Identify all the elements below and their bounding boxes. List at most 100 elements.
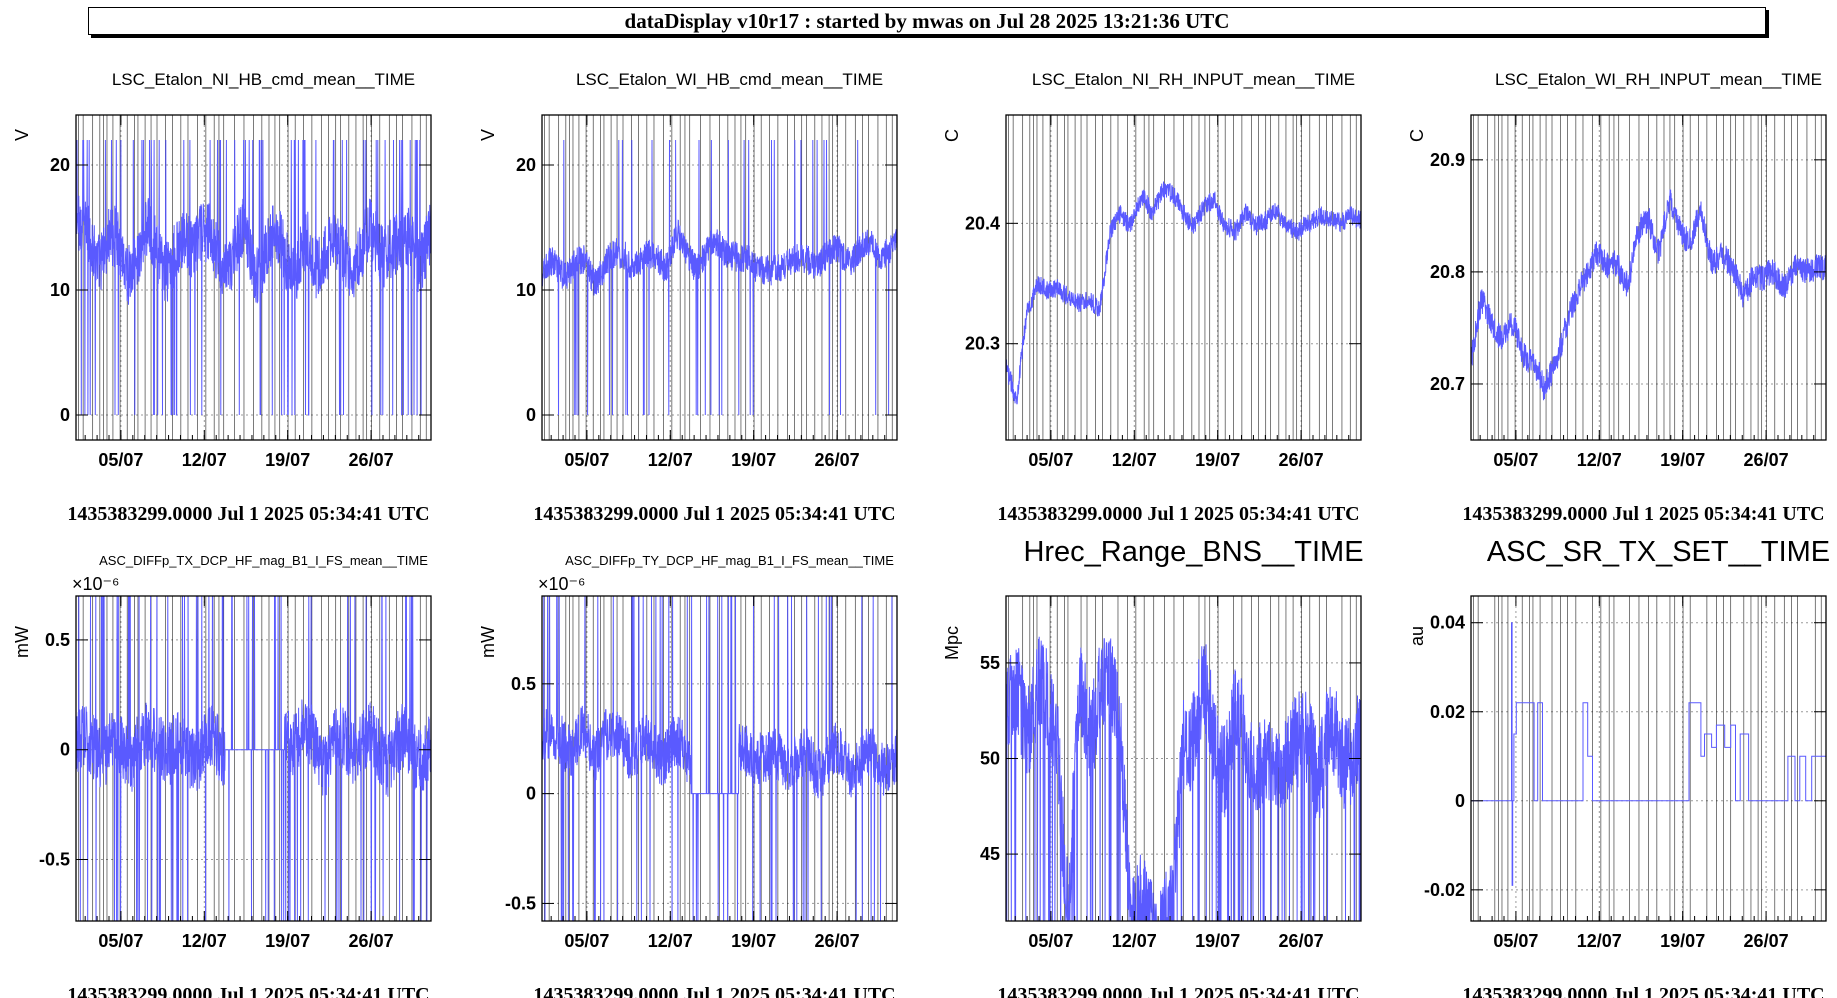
y-tick-label: 10 xyxy=(50,280,70,300)
header-banner: dataDisplay v10r17 : started by mwas on … xyxy=(88,7,1766,35)
x-tick-label: 19/07 xyxy=(1195,931,1240,951)
x-tick-label: 19/07 xyxy=(1660,450,1705,470)
x-tick-label: 12/07 xyxy=(648,450,693,470)
chart-panel-1: LSC_Etalon_NI_HB_cmd_mean__TIME V 05/07 12/… xyxy=(12,70,432,525)
y-axis-label: Mpc xyxy=(942,626,962,660)
chart-title: Hrec_Range_BNS__TIME xyxy=(1023,536,1363,568)
y-tick-label: 0 xyxy=(526,784,536,804)
chart-title: ASC_SR_TX_SET__TIME xyxy=(1487,536,1830,568)
x-tick-label: 05/07 xyxy=(564,450,609,470)
plot-frame xyxy=(75,114,432,441)
chart-title: LSC_Etalon_NI_HB_cmd_mean__TIME xyxy=(112,70,415,89)
time-origin-label: 1435383299.0000 Jul 1 2025 05:34:41 UTC xyxy=(1462,503,1824,525)
chart-panel-2: LSC_Etalon_WI_HB_cmd_mean__TIME V 05/07 12/… xyxy=(478,70,898,525)
y-axis-label: C xyxy=(1407,129,1427,142)
y-tick-label: -0.5 xyxy=(505,893,536,913)
plot-frame xyxy=(541,114,898,441)
time-origin-label: 1435383299.0000 Jul 1 2025 05:34:41 UTC xyxy=(533,503,895,525)
data-series-line xyxy=(1006,181,1361,405)
time-origin-label: 1435383299.0000 Jul 1 2025 05:34:41 UTC xyxy=(997,503,1359,525)
data-series-line xyxy=(76,596,431,921)
y-tick-label: 0.5 xyxy=(511,674,536,694)
chart-panel-5: ASC_DIFFp_TX_DCP_HF_mag_B1_I_FS_mean__TI… xyxy=(12,553,432,998)
time-origin-label: 1435383299.0000 Jul 1 2025 05:34:41 UTC xyxy=(997,984,1359,998)
data-series-line xyxy=(1471,189,1826,401)
plot-frame xyxy=(541,595,898,922)
y-tick-label: 20 xyxy=(50,155,70,175)
chart-title: LSC_Etalon_NI_RH_INPUT_mean__TIME xyxy=(1032,70,1355,89)
y-tick-label: 0 xyxy=(526,405,536,425)
x-tick-label: 19/07 xyxy=(265,450,310,470)
data-series-line xyxy=(542,139,897,416)
x-tick-label: 05/07 xyxy=(564,931,609,951)
x-tick-label: 12/07 xyxy=(1577,450,1622,470)
y-tick-label: 45 xyxy=(980,844,1000,864)
x-tick-label: 26/07 xyxy=(349,931,394,951)
y-tick-label: 20.8 xyxy=(1430,262,1465,282)
plot-frame xyxy=(1470,114,1827,441)
y-tick-label: 20.4 xyxy=(965,213,1000,233)
chart-panel-6: ASC_DIFFp_TY_DCP_HF_mag_B1_I_FS_mean__TI… xyxy=(478,553,898,998)
data-series-line xyxy=(1471,622,1826,886)
y-tick-label: 0.02 xyxy=(1430,702,1465,722)
y-tick-label: 0.5 xyxy=(45,630,70,650)
x-tick-label: 26/07 xyxy=(1744,931,1789,951)
x-tick-label: 26/07 xyxy=(1279,931,1324,951)
y-tick-label: 20.7 xyxy=(1430,374,1465,394)
x-tick-label: 26/07 xyxy=(815,450,860,470)
x-tick-label: 19/07 xyxy=(1195,450,1240,470)
chart-title: ASC_DIFFp_TY_DCP_HF_mag_B1_I_FS_mean__TI… xyxy=(565,553,894,568)
time-origin-label: 1435383299.0000 Jul 1 2025 05:34:41 UTC xyxy=(533,984,895,998)
x-tick-label: 19/07 xyxy=(731,931,776,951)
header-title: dataDisplay v10r17 : started by mwas on … xyxy=(624,8,1230,33)
x-tick-label: 26/07 xyxy=(349,450,394,470)
y-tick-label: 0 xyxy=(60,740,70,760)
plot-frame xyxy=(1005,114,1362,441)
x-tick-label: 05/07 xyxy=(98,450,143,470)
x-tick-label: 19/07 xyxy=(1660,931,1705,951)
x-tick-label: 26/07 xyxy=(1744,450,1789,470)
x-tick-label: 19/07 xyxy=(265,931,310,951)
x-tick-label: 12/07 xyxy=(648,931,693,951)
x-tick-label: 05/07 xyxy=(98,931,143,951)
data-series-line xyxy=(1006,636,1361,921)
y-axis-label: au xyxy=(1407,626,1427,646)
y-tick-label: 0.04 xyxy=(1430,613,1465,633)
y-axis-label: mW xyxy=(478,626,498,658)
chart-title: LSC_Etalon_WI_RH_INPUT_mean__TIME xyxy=(1495,70,1822,89)
chart-title: ASC_DIFFp_TX_DCP_HF_mag_B1_I_FS_mean__TI… xyxy=(99,553,428,568)
x-tick-label: 05/07 xyxy=(1028,931,1073,951)
y-tick-label: 10 xyxy=(516,280,536,300)
chart-panel-7: Hrec_Range_BNS__TIME Mpc 05/07 12/07 19/07 26… xyxy=(942,536,1364,998)
x-tick-label: 19/07 xyxy=(731,450,776,470)
time-origin-label: 1435383299.0000 Jul 1 2025 05:34:41 UTC xyxy=(67,503,429,525)
y-tick-label: 20 xyxy=(516,155,536,175)
y-tick-label: 20.3 xyxy=(965,334,1000,354)
chart-title: LSC_Etalon_WI_HB_cmd_mean__TIME xyxy=(576,70,883,89)
y-tick-label: -0.5 xyxy=(39,850,70,870)
chart-panel-4: LSC_Etalon_WI_RH_INPUT_mean__TIME C 05/07 1… xyxy=(1407,70,1827,525)
y-exponent-label: ×10⁻⁶ xyxy=(538,574,585,594)
x-tick-label: 12/07 xyxy=(1577,931,1622,951)
y-axis-label: mW xyxy=(12,626,32,658)
data-series-line xyxy=(76,139,431,416)
y-axis-label: C xyxy=(942,129,962,142)
time-origin-label: 1435383299.0000 Jul 1 2025 05:34:41 UTC xyxy=(1462,984,1824,998)
time-origin-label: 1435383299.0000 Jul 1 2025 05:34:41 UTC xyxy=(67,984,429,998)
x-tick-label: 12/07 xyxy=(182,450,227,470)
chart-panel-3: LSC_Etalon_NI_RH_INPUT_mean__TIME C 05/07 1… xyxy=(942,70,1362,525)
y-tick-label: 55 xyxy=(980,653,1000,673)
x-tick-label: 12/07 xyxy=(182,931,227,951)
x-tick-label: 12/07 xyxy=(1112,450,1157,470)
y-tick-label: 50 xyxy=(980,749,1000,769)
x-tick-label: 05/07 xyxy=(1493,450,1538,470)
y-axis-label: V xyxy=(478,129,498,141)
x-tick-label: 05/07 xyxy=(1028,450,1073,470)
x-tick-label: 26/07 xyxy=(815,931,860,951)
plot-frame xyxy=(75,595,432,922)
y-tick-label: -0.02 xyxy=(1424,880,1465,900)
y-exponent-label: ×10⁻⁶ xyxy=(72,574,119,594)
y-axis-label: V xyxy=(12,129,32,141)
